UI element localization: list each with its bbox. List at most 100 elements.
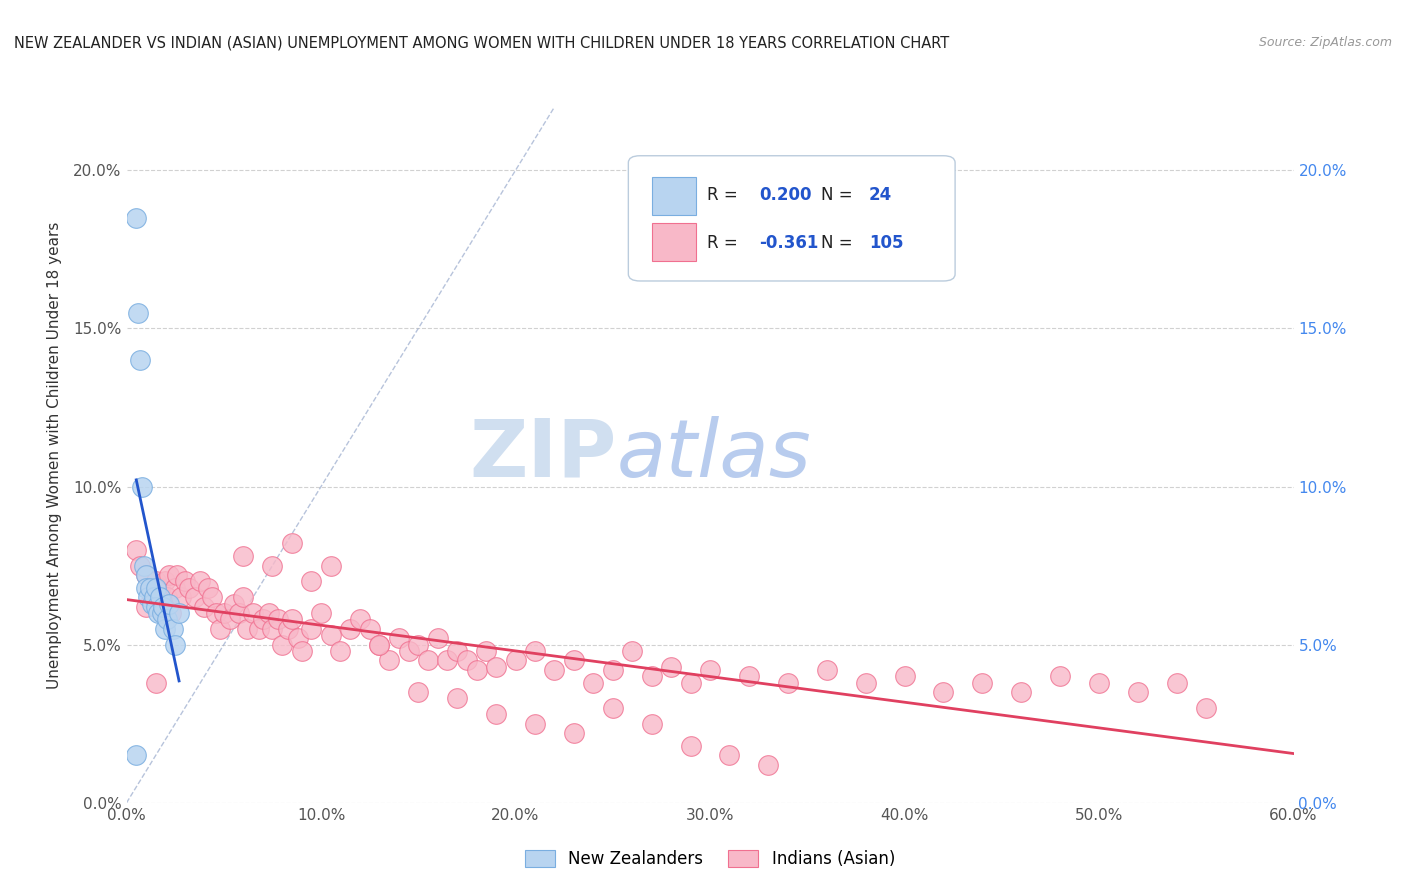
Point	[776, 675, 799, 690]
Point	[562, 653, 585, 667]
Point	[135, 568, 157, 582]
Point	[165, 581, 187, 595]
Point	[1195, 701, 1218, 715]
Point	[170, 591, 193, 605]
Point	[416, 653, 439, 667]
Point	[281, 536, 304, 550]
Point	[127, 305, 149, 319]
Point	[446, 644, 468, 658]
Point	[699, 663, 721, 677]
Point	[475, 644, 498, 658]
Point	[149, 591, 172, 605]
Point	[659, 660, 682, 674]
Point	[157, 597, 180, 611]
Point	[129, 558, 152, 573]
Point	[152, 606, 174, 620]
Point	[718, 748, 741, 763]
Text: N =: N =	[821, 234, 858, 252]
Point	[146, 606, 169, 620]
Point	[252, 612, 274, 626]
Point	[641, 669, 664, 683]
Point	[602, 701, 624, 715]
Point	[972, 675, 994, 690]
Text: R =: R =	[707, 234, 742, 252]
Point	[150, 606, 173, 620]
Point	[162, 622, 184, 636]
Point	[167, 606, 190, 620]
Point	[465, 663, 488, 677]
Point	[208, 622, 231, 636]
Point	[156, 591, 179, 605]
Point	[368, 638, 391, 652]
Point	[408, 685, 430, 699]
Point	[142, 591, 165, 605]
Point	[139, 581, 162, 595]
Point	[456, 653, 478, 667]
Point	[436, 653, 458, 667]
Point	[562, 726, 585, 740]
Point	[319, 628, 342, 642]
Text: 105: 105	[869, 234, 903, 252]
Point	[485, 660, 508, 674]
Point	[156, 612, 179, 626]
Point	[408, 638, 430, 652]
Point	[368, 638, 391, 652]
Point	[201, 591, 224, 605]
Point	[523, 644, 546, 658]
Point	[125, 748, 148, 763]
Point	[641, 716, 664, 731]
Text: NEW ZEALANDER VS INDIAN (ASIAN) UNEMPLOYMENT AMONG WOMEN WITH CHILDREN UNDER 18 : NEW ZEALANDER VS INDIAN (ASIAN) UNEMPLOY…	[14, 36, 949, 51]
Point	[319, 558, 342, 573]
Point	[125, 211, 148, 225]
Point	[139, 581, 162, 595]
Point	[145, 581, 167, 595]
Point	[125, 542, 148, 557]
Point	[271, 638, 294, 652]
Point	[485, 707, 508, 722]
Point	[205, 606, 228, 620]
Point	[1010, 685, 1032, 699]
Point	[157, 568, 180, 582]
Point	[426, 632, 449, 646]
Point	[855, 675, 877, 690]
Point	[141, 597, 163, 611]
Text: Source: ZipAtlas.com: Source: ZipAtlas.com	[1258, 36, 1392, 49]
Point	[212, 606, 235, 620]
Point	[135, 568, 157, 582]
Point	[621, 644, 644, 658]
Point	[146, 599, 169, 614]
Point	[236, 622, 259, 636]
Point	[257, 606, 280, 620]
Text: 24: 24	[869, 186, 891, 204]
Point	[1049, 669, 1071, 683]
Point	[815, 663, 838, 677]
Point	[339, 622, 361, 636]
Point	[247, 622, 270, 636]
Point	[932, 685, 955, 699]
Point	[738, 669, 761, 683]
Point	[145, 675, 167, 690]
Point	[299, 622, 322, 636]
Point	[543, 663, 565, 677]
Point	[132, 558, 155, 573]
Point	[378, 653, 401, 667]
Point	[222, 597, 245, 611]
Point	[262, 622, 284, 636]
Text: -0.361: -0.361	[759, 234, 818, 252]
Point	[183, 591, 205, 605]
Point	[582, 675, 605, 690]
Point	[290, 644, 312, 658]
Point	[523, 716, 546, 731]
Point	[242, 606, 264, 620]
Point	[135, 599, 157, 614]
Text: R =: R =	[707, 186, 742, 204]
Point	[165, 638, 187, 652]
Point	[166, 568, 188, 582]
FancyBboxPatch shape	[652, 177, 696, 215]
Point	[129, 353, 152, 368]
Point	[193, 599, 215, 614]
Point	[174, 574, 197, 589]
Point	[228, 606, 250, 620]
Text: N =: N =	[821, 186, 858, 204]
Point	[152, 599, 174, 614]
